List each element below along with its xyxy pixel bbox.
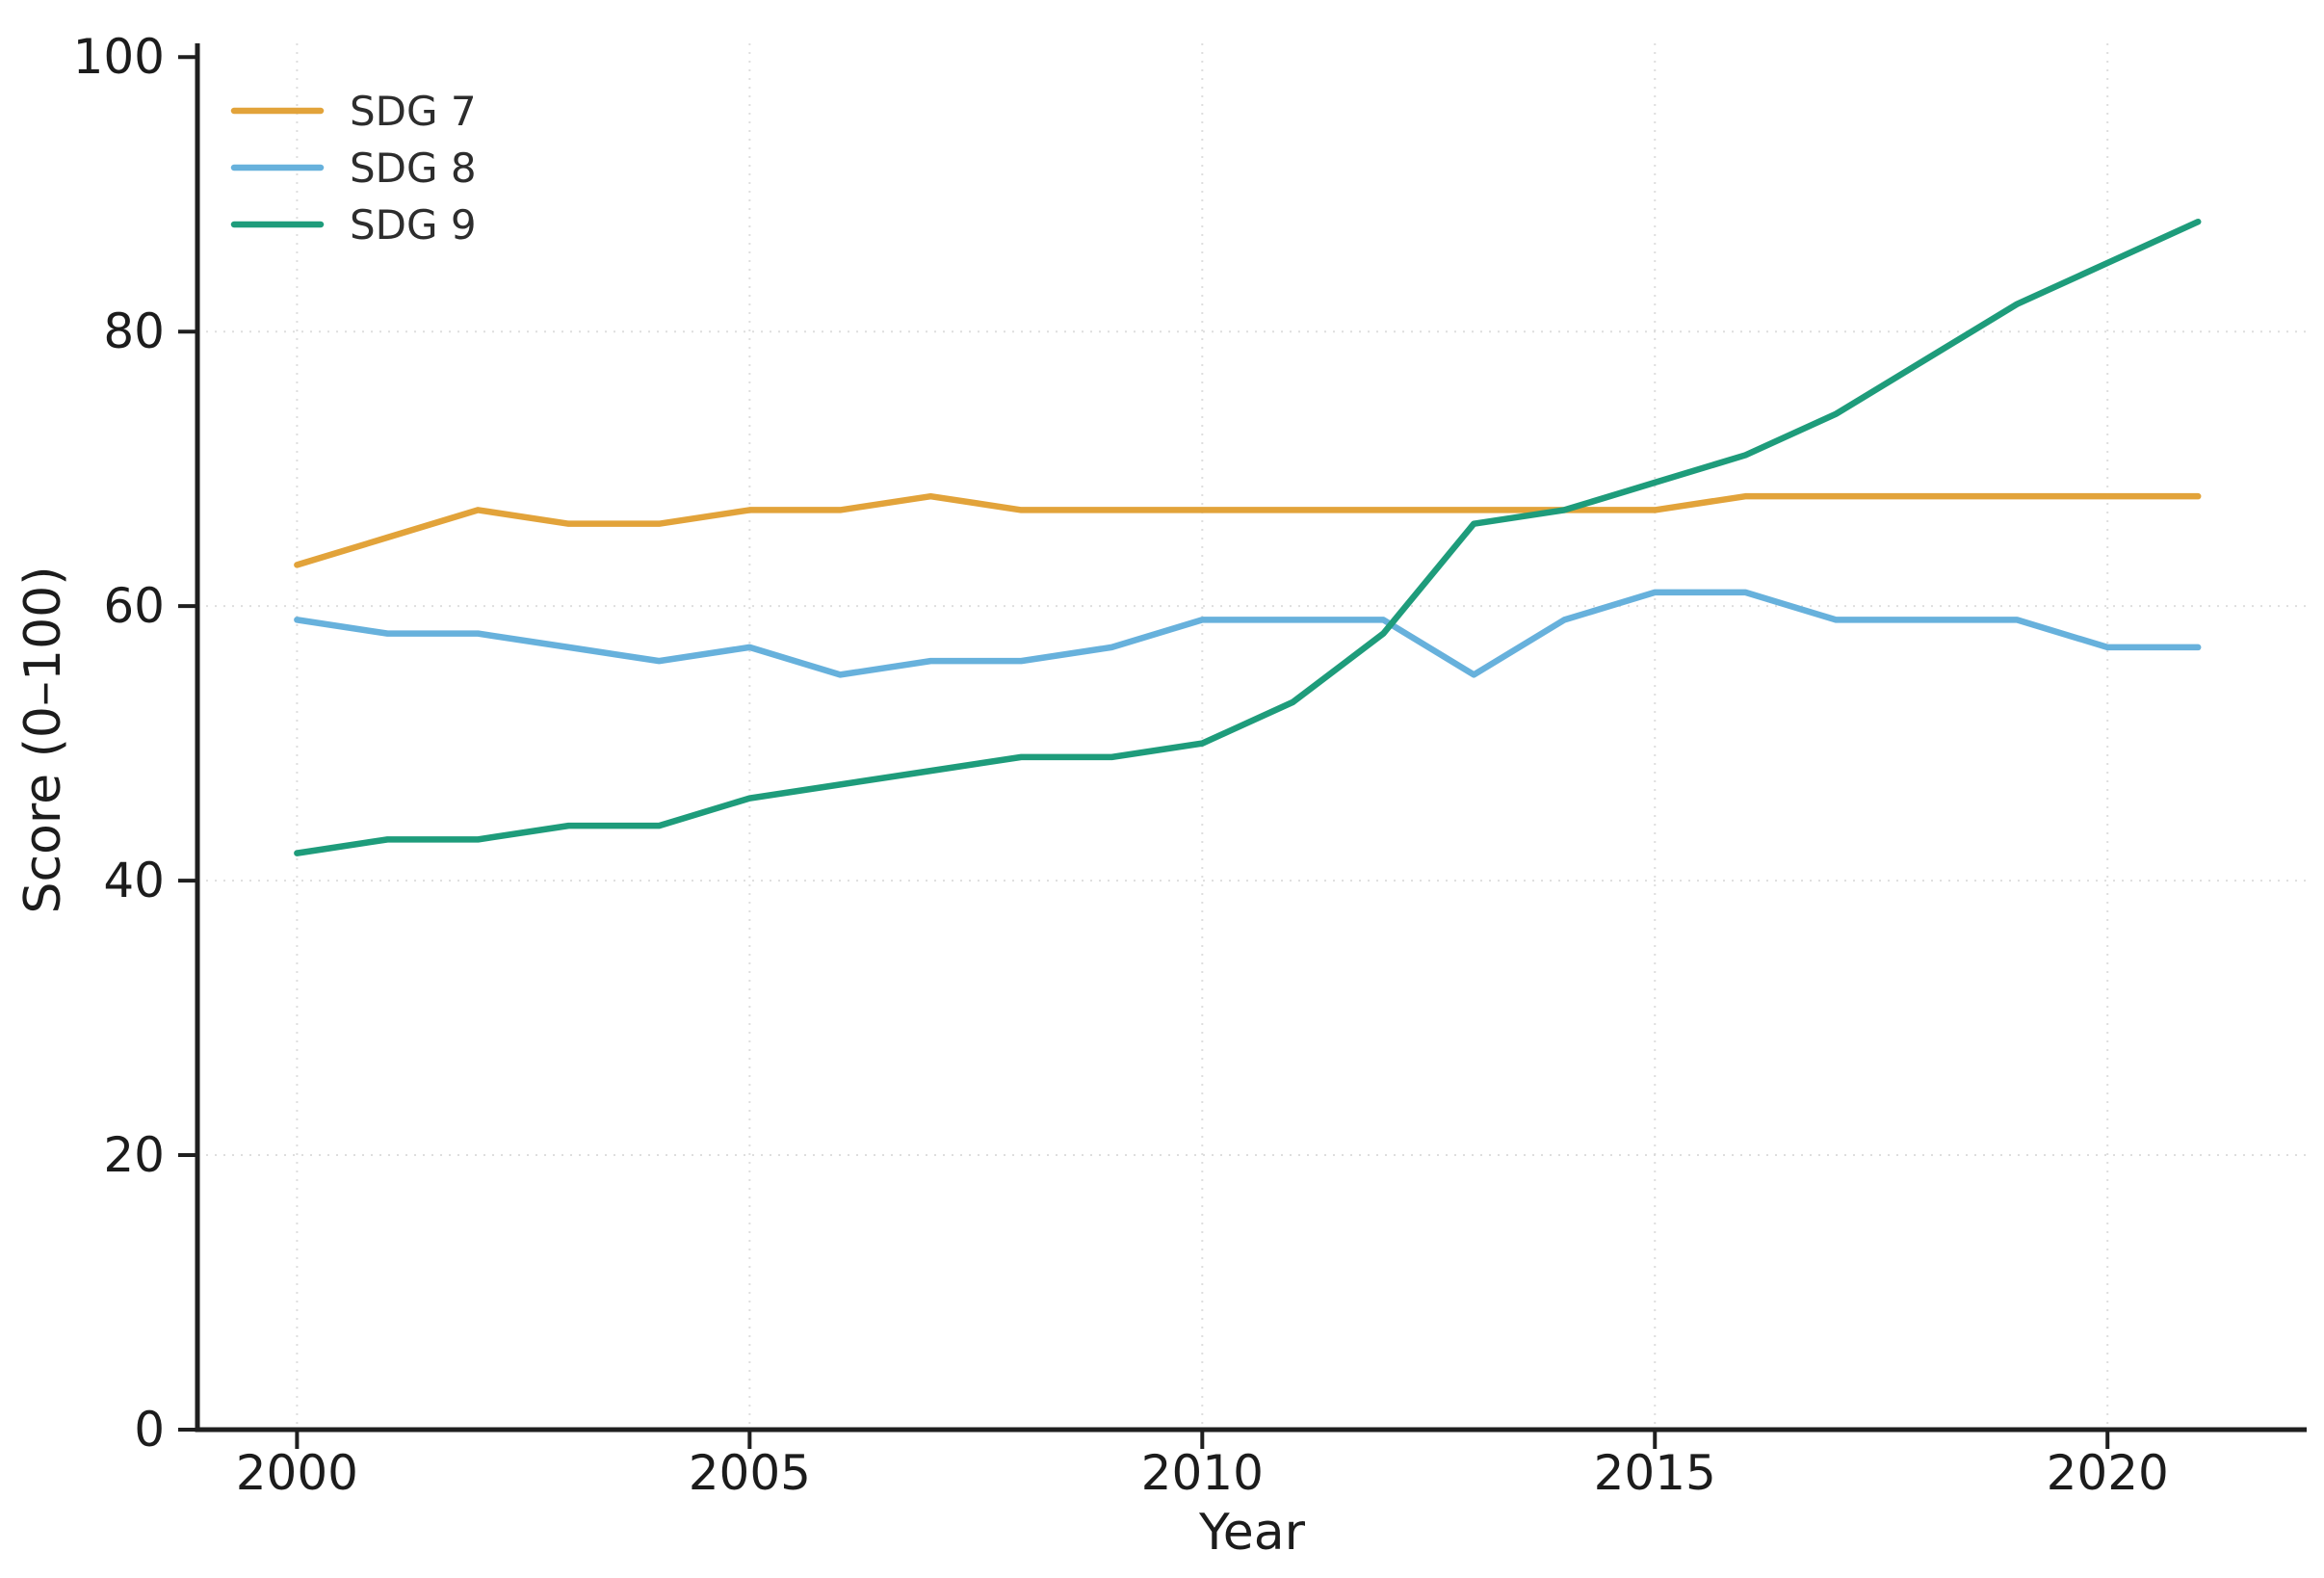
x-tick-label: 2015 <box>1594 1445 1716 1501</box>
tick-marks <box>178 55 2110 1449</box>
gridlines <box>197 43 2307 1430</box>
legend-label: SDG 9 <box>350 201 477 249</box>
y-tick-label: 80 <box>103 303 165 359</box>
x-tick-label: 2020 <box>2047 1445 2169 1501</box>
series-line-sdg-7 <box>294 492 2202 568</box>
y-tick-label: 60 <box>103 578 165 634</box>
legend-item: SDG 7 <box>230 88 477 135</box>
series-line-sdg-9 <box>294 218 2202 856</box>
x-tick-label: 2010 <box>1141 1445 1264 1501</box>
y-axis-label: Score (0–100) <box>14 565 72 913</box>
series-lines <box>294 218 2202 856</box>
legend-item: SDG 8 <box>230 145 477 192</box>
y-tick-label: 20 <box>103 1127 165 1183</box>
legend-item: SDG 9 <box>230 201 477 249</box>
tick-labels: 0 20 40 60 80 100 2000 2005 2010 2015 2020 <box>73 29 2169 1501</box>
x-tick-label: 2000 <box>236 1445 358 1501</box>
legend: SDG 7 SDG 8 SDG 9 <box>230 88 477 249</box>
y-tick-label: 100 <box>73 29 165 85</box>
x-axis-label: Year <box>1198 1504 1306 1562</box>
legend-label: SDG 8 <box>350 145 477 192</box>
x-tick-label: 2005 <box>689 1445 811 1501</box>
y-tick-label: 0 <box>134 1402 165 1458</box>
legend-label: SDG 7 <box>350 88 477 135</box>
series-line-sdg-8 <box>294 589 2202 678</box>
y-tick-label: 40 <box>103 853 165 908</box>
axes <box>195 43 2307 1433</box>
